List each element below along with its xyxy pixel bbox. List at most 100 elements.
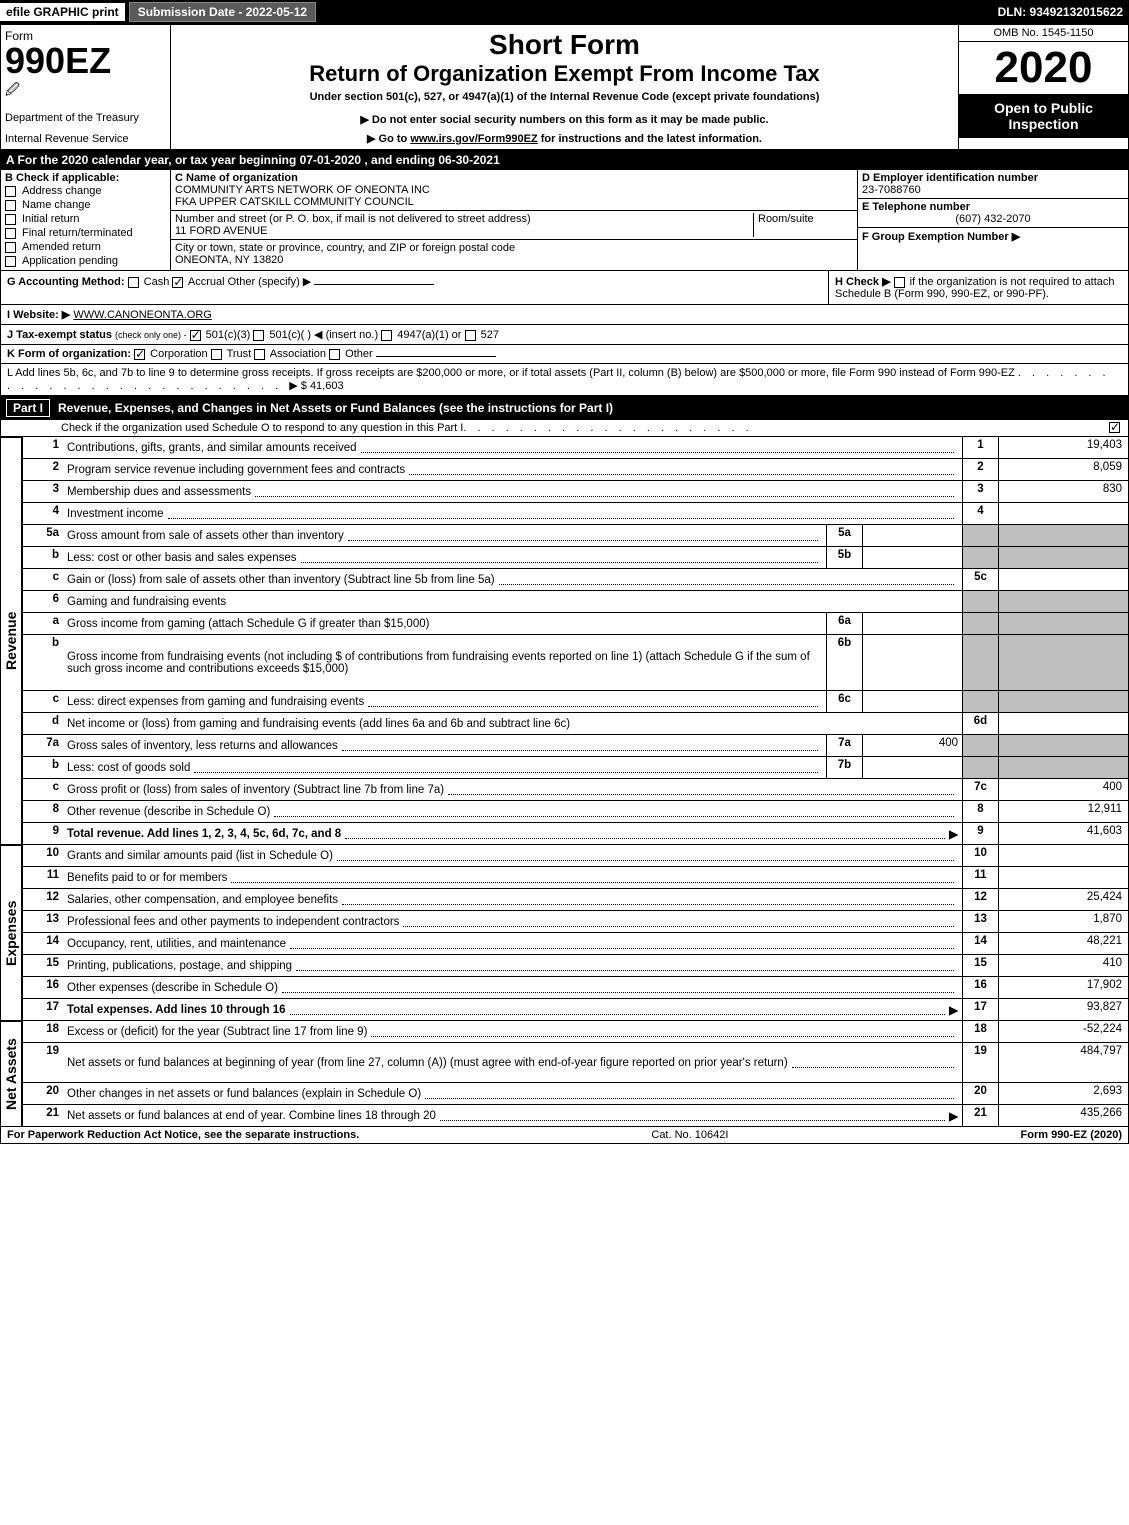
checkbox-icon[interactable] bbox=[5, 256, 16, 267]
submission-date: Submission Date - 2022-05-12 bbox=[129, 2, 316, 22]
org-city-block: City or town, state or province, country… bbox=[171, 240, 857, 268]
line-5c: cGain or (loss) from sale of assets othe… bbox=[22, 569, 1129, 591]
j-insert: ◀ (insert no.) bbox=[314, 329, 378, 341]
open-public-label: Open to Public Inspection bbox=[959, 94, 1128, 138]
h-prefix: H Check ▶ bbox=[835, 276, 894, 288]
checkbox-icon[interactable] bbox=[5, 186, 16, 197]
org-street-block: Number and street (or P. O. box, if mail… bbox=[171, 211, 857, 240]
goto-link[interactable]: www.irs.gov/Form990EZ bbox=[410, 133, 537, 145]
k-assoc: Association bbox=[270, 348, 326, 360]
part-i-label: Part I bbox=[6, 399, 50, 417]
line-20: 20Other changes in net assets or fund ba… bbox=[22, 1083, 1129, 1105]
l-text: L Add lines 5b, 6c, and 7b to line 9 to … bbox=[7, 367, 1015, 379]
line-6c: cLess: direct expenses from gaming and f… bbox=[22, 691, 1129, 713]
line-17: 17Total expenses. Add lines 10 through 1… bbox=[22, 999, 1129, 1021]
j-527: 527 bbox=[481, 329, 499, 341]
dln-label: DLN: 93492132015622 bbox=[998, 5, 1129, 19]
arrow-icon: ▶ bbox=[949, 1109, 958, 1123]
k-corp: Corporation bbox=[150, 348, 207, 360]
website-value[interactable]: WWW.CANONEONTA.ORG bbox=[73, 309, 212, 321]
line-k: K Form of organization: Corporation Trus… bbox=[0, 345, 1129, 364]
g-accrual: Accrual bbox=[188, 276, 225, 288]
chk-amended-return[interactable]: Amended return bbox=[5, 240, 166, 254]
part-i-sub: Check if the organization used Schedule … bbox=[0, 420, 1129, 437]
checkbox-icon[interactable] bbox=[190, 330, 201, 341]
net-assets-section: Net Assets 18Excess or (deficit) for the… bbox=[0, 1021, 1129, 1127]
line-18: 18Excess or (deficit) for the year (Subt… bbox=[22, 1021, 1129, 1043]
line-8: 8Other revenue (describe in Schedule O)8… bbox=[22, 801, 1129, 823]
footer-cat: Cat. No. 10642I bbox=[359, 1129, 1020, 1141]
j-501c3: 501(c)(3) bbox=[206, 329, 251, 341]
room-label: Room/suite bbox=[758, 213, 814, 225]
checkbox-icon[interactable] bbox=[465, 330, 476, 341]
checkbox-icon[interactable] bbox=[381, 330, 392, 341]
tel-value: (607) 432-2070 bbox=[862, 213, 1124, 225]
gh-row: G Accounting Method: Cash Accrual Other … bbox=[0, 271, 1129, 305]
efile-label: efile GRAPHIC print bbox=[0, 3, 125, 21]
line-21: 21Net assets or fund balances at end of … bbox=[22, 1105, 1129, 1127]
k-label: K Form of organization: bbox=[7, 348, 131, 360]
checkbox-icon[interactable] bbox=[5, 228, 16, 239]
net-assets-tab: Net Assets bbox=[0, 1021, 22, 1127]
part-i-title: Revenue, Expenses, and Changes in Net As… bbox=[58, 401, 613, 415]
checkbox-icon[interactable] bbox=[5, 214, 16, 225]
checkbox-icon[interactable] bbox=[894, 277, 905, 288]
chk-initial-return[interactable]: Initial return bbox=[5, 212, 166, 226]
section-c: C Name of organization COMMUNITY ARTS NE… bbox=[171, 170, 858, 270]
section-b-header: B Check if applicable: bbox=[5, 172, 166, 184]
line-4: 4Investment income4 bbox=[22, 503, 1129, 525]
form-warning: ▶ Do not enter social security numbers o… bbox=[179, 113, 950, 126]
chk-final-return[interactable]: Final return/terminated bbox=[5, 226, 166, 240]
line-j: J Tax-exempt status (check only one) - 5… bbox=[0, 325, 1129, 345]
form-subtitle: Under section 501(c), 527, or 4947(a)(1)… bbox=[179, 91, 950, 103]
line-g: G Accounting Method: Cash Accrual Other … bbox=[1, 271, 828, 304]
line-13: 13Professional fees and other payments t… bbox=[22, 911, 1129, 933]
checkbox-icon[interactable] bbox=[253, 330, 264, 341]
city-value: ONEONTA, NY 13820 bbox=[175, 254, 283, 266]
line-1: 1Contributions, gifts, grants, and simil… bbox=[22, 437, 1129, 459]
checkbox-icon[interactable] bbox=[128, 277, 139, 288]
line-9: 9Total revenue. Add lines 1, 2, 3, 4, 5c… bbox=[22, 823, 1129, 845]
checkbox-icon[interactable] bbox=[211, 349, 222, 360]
form-title: Return of Organization Exempt From Incom… bbox=[179, 61, 950, 87]
arrow-icon: ▶ bbox=[949, 827, 958, 841]
department-label: Department of the Treasury bbox=[5, 112, 166, 124]
line-2: 2Program service revenue including gover… bbox=[22, 459, 1129, 481]
goto-suffix: for instructions and the latest informat… bbox=[538, 133, 762, 145]
checkbox-icon[interactable] bbox=[5, 200, 16, 211]
org-name-2: FKA UPPER CATSKILL COMMUNITY COUNCIL bbox=[175, 196, 414, 208]
street-label: Number and street (or P. O. box, if mail… bbox=[175, 213, 531, 225]
line-h: H Check ▶ if the organization is not req… bbox=[828, 271, 1128, 304]
line-6a: aGross income from gaming (attach Schedu… bbox=[22, 613, 1129, 635]
revenue-tab: Revenue bbox=[0, 437, 22, 845]
chk-application-pending[interactable]: Application pending bbox=[5, 254, 166, 268]
entity-info-row: B Check if applicable: Address change Na… bbox=[0, 170, 1129, 271]
section-b: B Check if applicable: Address change Na… bbox=[1, 170, 171, 270]
g-other: Other (specify) ▶ bbox=[228, 276, 312, 288]
expenses-section: Expenses 10Grants and similar amounts pa… bbox=[0, 845, 1129, 1021]
checkbox-icon[interactable] bbox=[1109, 422, 1120, 433]
chk-address-change[interactable]: Address change bbox=[5, 184, 166, 198]
ein-block: D Employer identification number 23-7088… bbox=[858, 170, 1128, 199]
checkbox-icon[interactable] bbox=[172, 277, 183, 288]
checkbox-icon[interactable] bbox=[254, 349, 265, 360]
l-amount: ▶ $ 41,603 bbox=[289, 380, 343, 392]
part-i-sub-text: Check if the organization used Schedule … bbox=[61, 422, 463, 434]
line-6d: dNet income or (loss) from gaming and fu… bbox=[22, 713, 1129, 735]
checkbox-icon[interactable] bbox=[134, 349, 145, 360]
group-exemption-block: F Group Exemption Number ▶ bbox=[858, 228, 1128, 245]
line-7a: 7aGross sales of inventory, less returns… bbox=[22, 735, 1129, 757]
line-6: 6Gaming and fundraising events bbox=[22, 591, 1129, 613]
tax-year: 2020 bbox=[959, 42, 1128, 94]
line-5b: bLess: cost or other basis and sales exp… bbox=[22, 547, 1129, 569]
group-exemption-label: F Group Exemption Number ▶ bbox=[862, 231, 1020, 243]
checkbox-icon[interactable] bbox=[5, 242, 16, 253]
ein-label: D Employer identification number bbox=[862, 172, 1038, 184]
org-name-block: C Name of organization COMMUNITY ARTS NE… bbox=[171, 170, 857, 211]
i-label: I Website: ▶ bbox=[7, 309, 70, 321]
line-12: 12Salaries, other compensation, and empl… bbox=[22, 889, 1129, 911]
chk-name-change[interactable]: Name change bbox=[5, 198, 166, 212]
footer-left: For Paperwork Reduction Act Notice, see … bbox=[7, 1129, 359, 1141]
org-name-label: C Name of organization bbox=[175, 172, 298, 184]
checkbox-icon[interactable] bbox=[329, 349, 340, 360]
